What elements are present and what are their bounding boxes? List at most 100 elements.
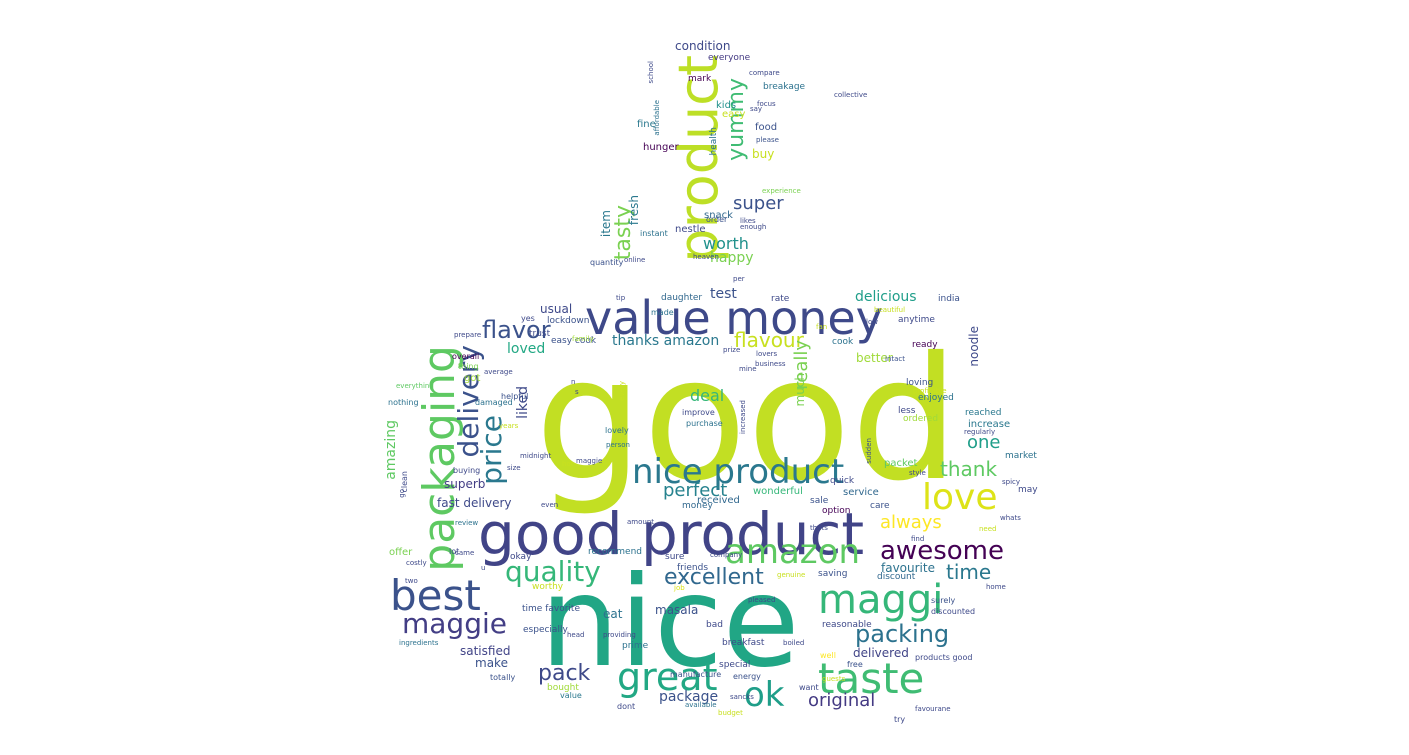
word-amazon: amazon [725, 532, 860, 572]
word-energy: energy [733, 672, 761, 681]
word-service: service [843, 487, 879, 498]
word-increased: increased [739, 400, 747, 434]
word-lot: lot [449, 547, 460, 556]
word-helpful: helpful [501, 392, 529, 401]
word-s: s [575, 388, 579, 396]
word-easy: easy [722, 109, 746, 120]
word-usual: usual [540, 302, 573, 316]
word-good-product: good product [478, 500, 865, 568]
word-liked: liked [515, 386, 531, 419]
word-average: average [484, 368, 513, 376]
word-pack: pack [538, 661, 591, 686]
word-need: need [979, 525, 997, 533]
word-size: size [507, 464, 521, 472]
word-came: came [455, 549, 475, 557]
word-spicy: spicy [1002, 478, 1021, 486]
word-condition: condition [675, 39, 731, 53]
word-say: say [750, 105, 763, 113]
word-hunger: hunger [643, 142, 679, 153]
word-ordered: ordered [903, 414, 939, 424]
word-amount: amount [627, 518, 655, 526]
word-good: good [535, 321, 959, 519]
word-especially: especially [523, 625, 568, 635]
word-prepare: prepare [454, 331, 482, 339]
word-fan: fan [816, 323, 828, 331]
word-india: india [938, 294, 960, 304]
word-less: less [898, 406, 916, 416]
word-lovers: lovers [756, 350, 778, 358]
word-amazing: amazing [383, 420, 399, 480]
word-bad: bad [706, 620, 723, 630]
word-thanks-amazon: thanks amazon [612, 333, 720, 349]
word-super: super [733, 193, 784, 214]
word-go: go [398, 489, 406, 498]
word-rate: rate [771, 294, 790, 304]
word-one: one [967, 432, 1001, 453]
word-time: time [946, 560, 992, 584]
word-awesome: awesome [880, 536, 1004, 566]
word-snack: snack [704, 210, 733, 221]
word-loving: loving [906, 378, 934, 388]
word-test: test [710, 286, 737, 302]
word-n: n [571, 378, 576, 386]
word-saving: saving [818, 569, 848, 579]
word-guests: guests [822, 675, 846, 683]
word-best: best [390, 571, 481, 620]
word-improve: improve [682, 408, 715, 417]
word-enough: enough [740, 223, 767, 231]
word-anytime: anytime [898, 315, 935, 325]
word-make: make [475, 656, 508, 670]
word-thats: thats [810, 524, 828, 532]
word-made: made [651, 308, 674, 317]
word-available: available [685, 701, 717, 709]
word-sure: sure [665, 552, 685, 562]
word-delicious: delicious [855, 289, 917, 305]
word-try: try [894, 715, 906, 724]
word-want: want [799, 683, 819, 692]
word-loved: loved [507, 341, 546, 357]
word-package: package [659, 689, 719, 705]
word-time-favorite: time favorite [522, 604, 580, 614]
word-much: much [793, 373, 807, 407]
word-worthy: worthy [532, 582, 564, 592]
word-buy: buy [752, 147, 775, 161]
word-bought: bought [547, 683, 579, 693]
word-sale: sale [810, 496, 829, 506]
word-masala: masala [655, 603, 699, 617]
word-compare: compare [749, 69, 780, 77]
word-discounted: discounted [931, 607, 976, 616]
word-business: business [755, 360, 786, 368]
word-reasonable: reasonable [822, 620, 872, 630]
word-satisfied: satisfied [460, 644, 511, 658]
word-job: job [674, 584, 685, 592]
word-food: food [755, 122, 778, 133]
word-profitable: profitable [913, 387, 947, 395]
word-costly: costly [406, 559, 427, 567]
word-cook: cook [832, 337, 854, 347]
word-recommend: recommend [588, 547, 642, 557]
word-trust: trust [529, 329, 551, 339]
word-tip: tip [616, 294, 626, 302]
word-lovely: lovely [605, 426, 629, 435]
word-whats: whats [1000, 514, 1021, 522]
word-review: review [455, 519, 479, 527]
word-nestle: nestle [675, 224, 706, 235]
word-nice: nice [540, 550, 800, 695]
word-special: special [719, 660, 751, 670]
word-fast-delivery: fast delivery [437, 496, 512, 510]
word-lockdown: lockdown [547, 316, 590, 326]
word-received: received [697, 495, 740, 506]
word-nice-product: nice product [632, 452, 845, 492]
word-offer: offer [389, 547, 413, 558]
word-favourite: favourite [881, 561, 935, 575]
word-better: better [856, 351, 893, 365]
word-excellent: excellent [664, 565, 764, 590]
word-health: health [709, 127, 719, 156]
word-wonderful: wonderful [753, 486, 803, 497]
word-reached: reached [965, 408, 1002, 418]
word-totally: totally [490, 673, 516, 682]
word-noodle: noodle [967, 326, 981, 367]
word-head: head [567, 631, 585, 639]
word-discount: discount [877, 572, 916, 582]
word-intact: intact [885, 355, 906, 363]
